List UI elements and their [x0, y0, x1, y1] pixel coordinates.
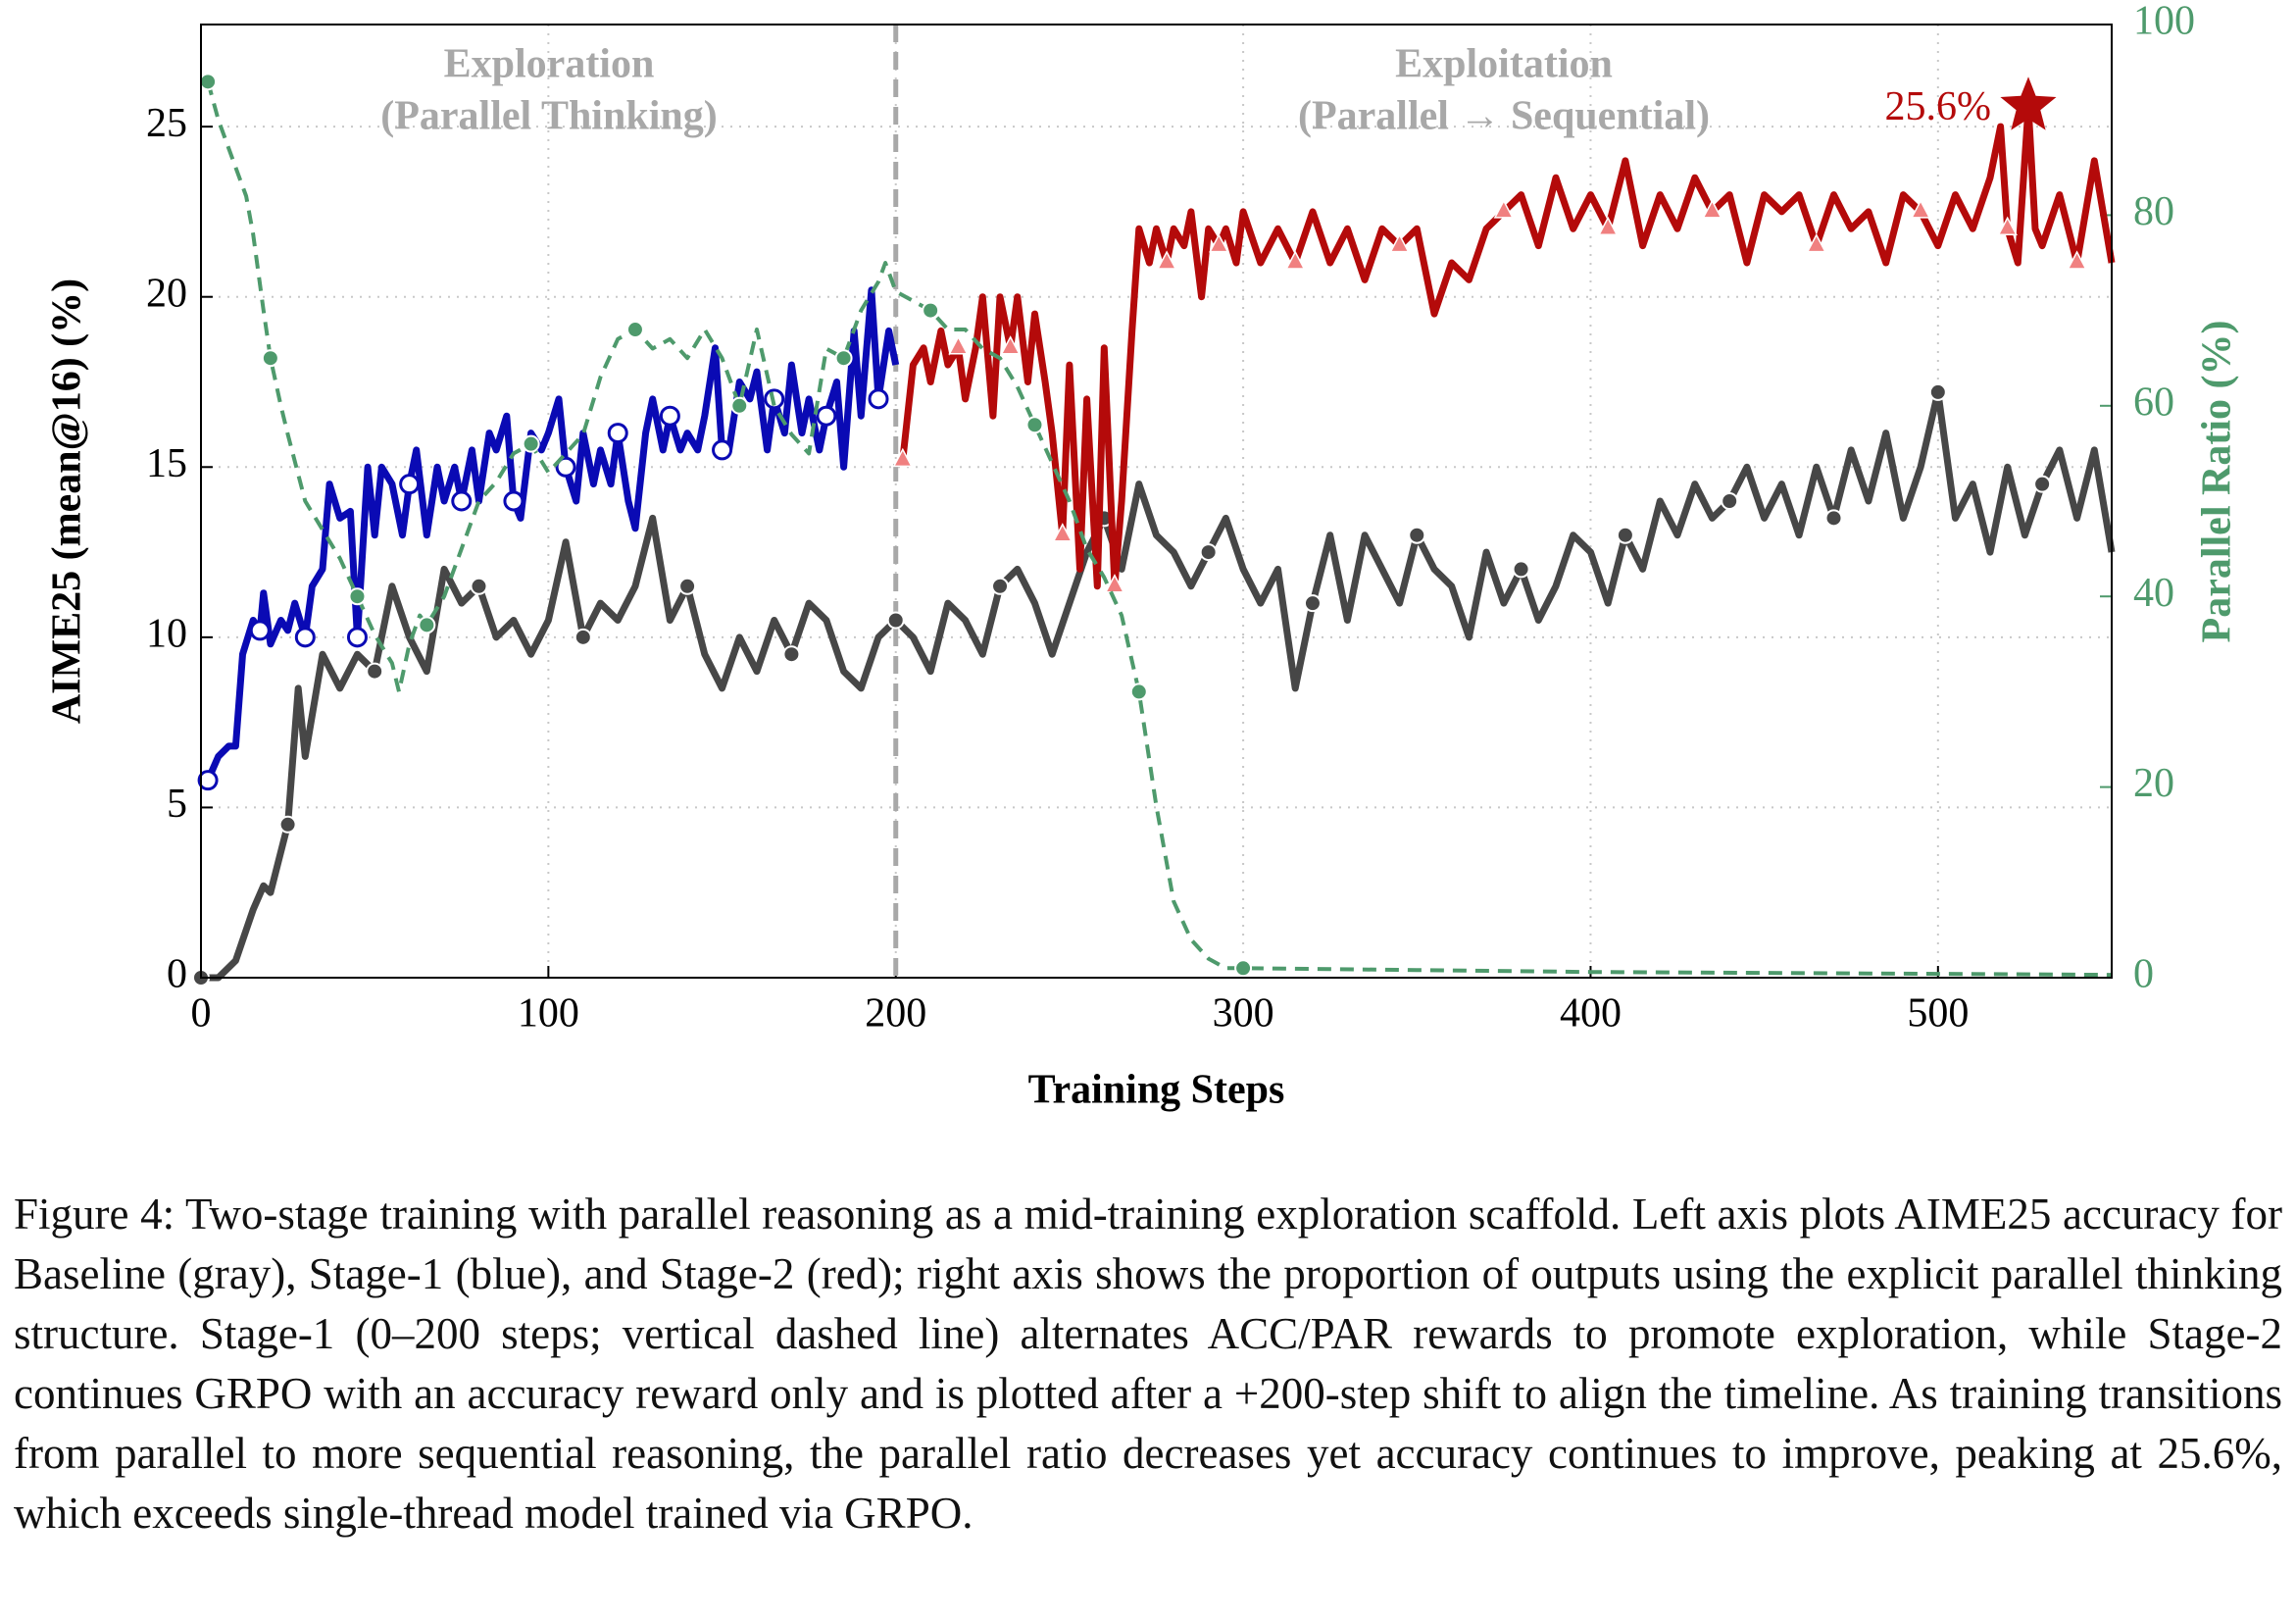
marker	[1285, 250, 1306, 270]
marker	[1389, 233, 1410, 253]
marker	[197, 770, 219, 791]
marker	[574, 628, 592, 646]
marker	[1512, 560, 1530, 579]
marker	[782, 645, 801, 664]
marker	[522, 434, 540, 453]
marker	[1597, 216, 1619, 236]
x-tick-label: 200	[865, 991, 926, 1037]
stage-annotation: Exploitation	[1395, 42, 1613, 87]
marker	[399, 474, 421, 495]
marker	[294, 627, 316, 648]
x-tick-label: 0	[191, 991, 212, 1037]
y-tick-label: 20	[146, 271, 187, 316]
marker	[1702, 199, 1722, 219]
marker	[1493, 199, 1515, 219]
marker	[922, 301, 940, 320]
series-line	[204, 286, 900, 783]
x-tick-label: 500	[1907, 991, 1969, 1037]
marker	[1234, 959, 1253, 978]
y-tick-label: 25	[146, 101, 187, 146]
y2-tick-label: 60	[2133, 380, 2174, 425]
marker	[555, 456, 576, 478]
marker	[2067, 250, 2087, 270]
marker	[1721, 492, 1739, 510]
marker	[278, 815, 297, 834]
marker	[249, 620, 271, 641]
marker	[503, 490, 524, 512]
marker	[346, 627, 368, 648]
series-line	[201, 388, 2116, 982]
y-axis-title: AIME25 (mean@16) (%)	[45, 278, 90, 724]
x-axis-title: Training Steps	[1028, 1068, 1285, 1113]
marker	[1408, 526, 1426, 544]
marker	[886, 611, 905, 630]
marker	[678, 577, 697, 595]
series-line	[206, 80, 2113, 978]
y-tick-label: 0	[167, 952, 187, 997]
marker	[1129, 683, 1148, 701]
marker	[834, 349, 853, 368]
y-tick-label: 5	[167, 782, 187, 827]
peak-label: 25.6%	[1884, 84, 1991, 129]
marker	[451, 490, 473, 512]
marker	[1806, 233, 1827, 253]
y2-tick-label: 80	[2133, 189, 2174, 234]
x-tick-label: 300	[1213, 991, 1274, 1037]
marker	[948, 335, 969, 355]
marker	[366, 662, 384, 681]
x-tick-label: 400	[1560, 991, 1622, 1037]
marker	[1303, 594, 1322, 613]
y2-tick-label: 0	[2133, 952, 2154, 997]
marker	[659, 405, 680, 427]
stage-annotation: (Parallel → Sequential)	[1298, 94, 1710, 139]
stage-annotation: Exploration	[444, 42, 655, 87]
y2-tick-label: 40	[2133, 571, 2174, 616]
marker	[1928, 382, 1947, 401]
y2-tick-label: 100	[2133, 0, 2195, 44]
marker	[730, 396, 749, 415]
caption: Figure 4: Two-stage training with parall…	[14, 1190, 2282, 1538]
marker	[261, 349, 279, 368]
y-tick-label: 15	[146, 441, 187, 486]
series-line	[899, 102, 2116, 590]
marker	[1025, 416, 1044, 434]
stage-annotation: (Parallel Thinking)	[380, 94, 717, 139]
plot-frame	[200, 24, 2113, 979]
marker	[712, 439, 733, 461]
marker	[1000, 335, 1021, 355]
marker	[868, 388, 889, 410]
y2-tick-label: 20	[2133, 761, 2174, 806]
marker	[892, 447, 914, 468]
marker	[418, 616, 436, 634]
marker	[991, 577, 1010, 595]
marker	[1199, 543, 1218, 562]
marker	[470, 577, 488, 595]
marker	[1616, 526, 1634, 544]
marker	[348, 587, 367, 606]
marker	[1209, 233, 1229, 253]
marker	[607, 423, 628, 444]
marker	[1824, 509, 1843, 528]
marker	[199, 73, 218, 91]
marker	[1104, 574, 1125, 593]
marker	[816, 405, 837, 427]
x-tick-label: 100	[518, 991, 579, 1037]
chart: 0 5 10 15 20 25 0 100 200 300 400 500 0 20 40 60 80 100 Ex…	[45, 0, 2240, 1113]
marker	[1052, 523, 1073, 542]
y-tick-label: 10	[146, 611, 187, 656]
peak-star	[2000, 76, 2057, 130]
marker	[2033, 475, 2052, 493]
y2-axis-title: Parallel Ratio (%)	[2195, 321, 2240, 643]
marker	[1910, 199, 1931, 219]
marker	[625, 321, 644, 339]
marker	[1156, 250, 1177, 270]
marker	[1997, 216, 2018, 236]
